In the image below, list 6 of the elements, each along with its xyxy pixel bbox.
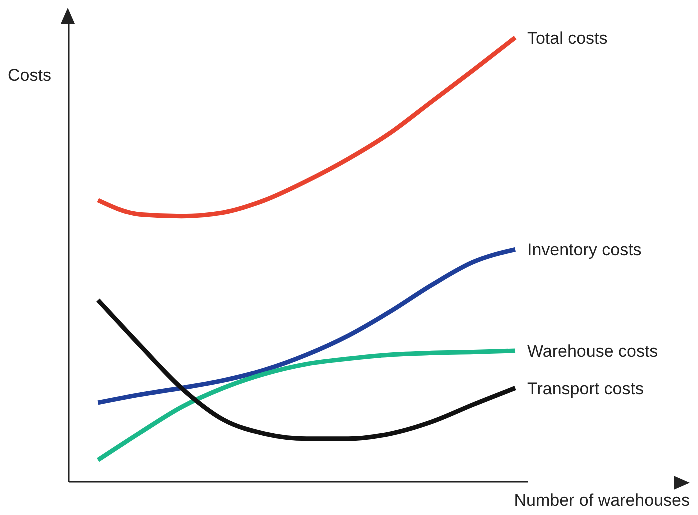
x-axis-title: Number of warehouses [514, 491, 690, 511]
series-label: Inventory costs [527, 240, 642, 260]
series-label: Total costs [527, 28, 608, 48]
series-label: Warehouse costs [527, 342, 658, 361]
series-label: Transport costs [527, 379, 644, 398]
y-axis-title: Costs [8, 66, 52, 86]
